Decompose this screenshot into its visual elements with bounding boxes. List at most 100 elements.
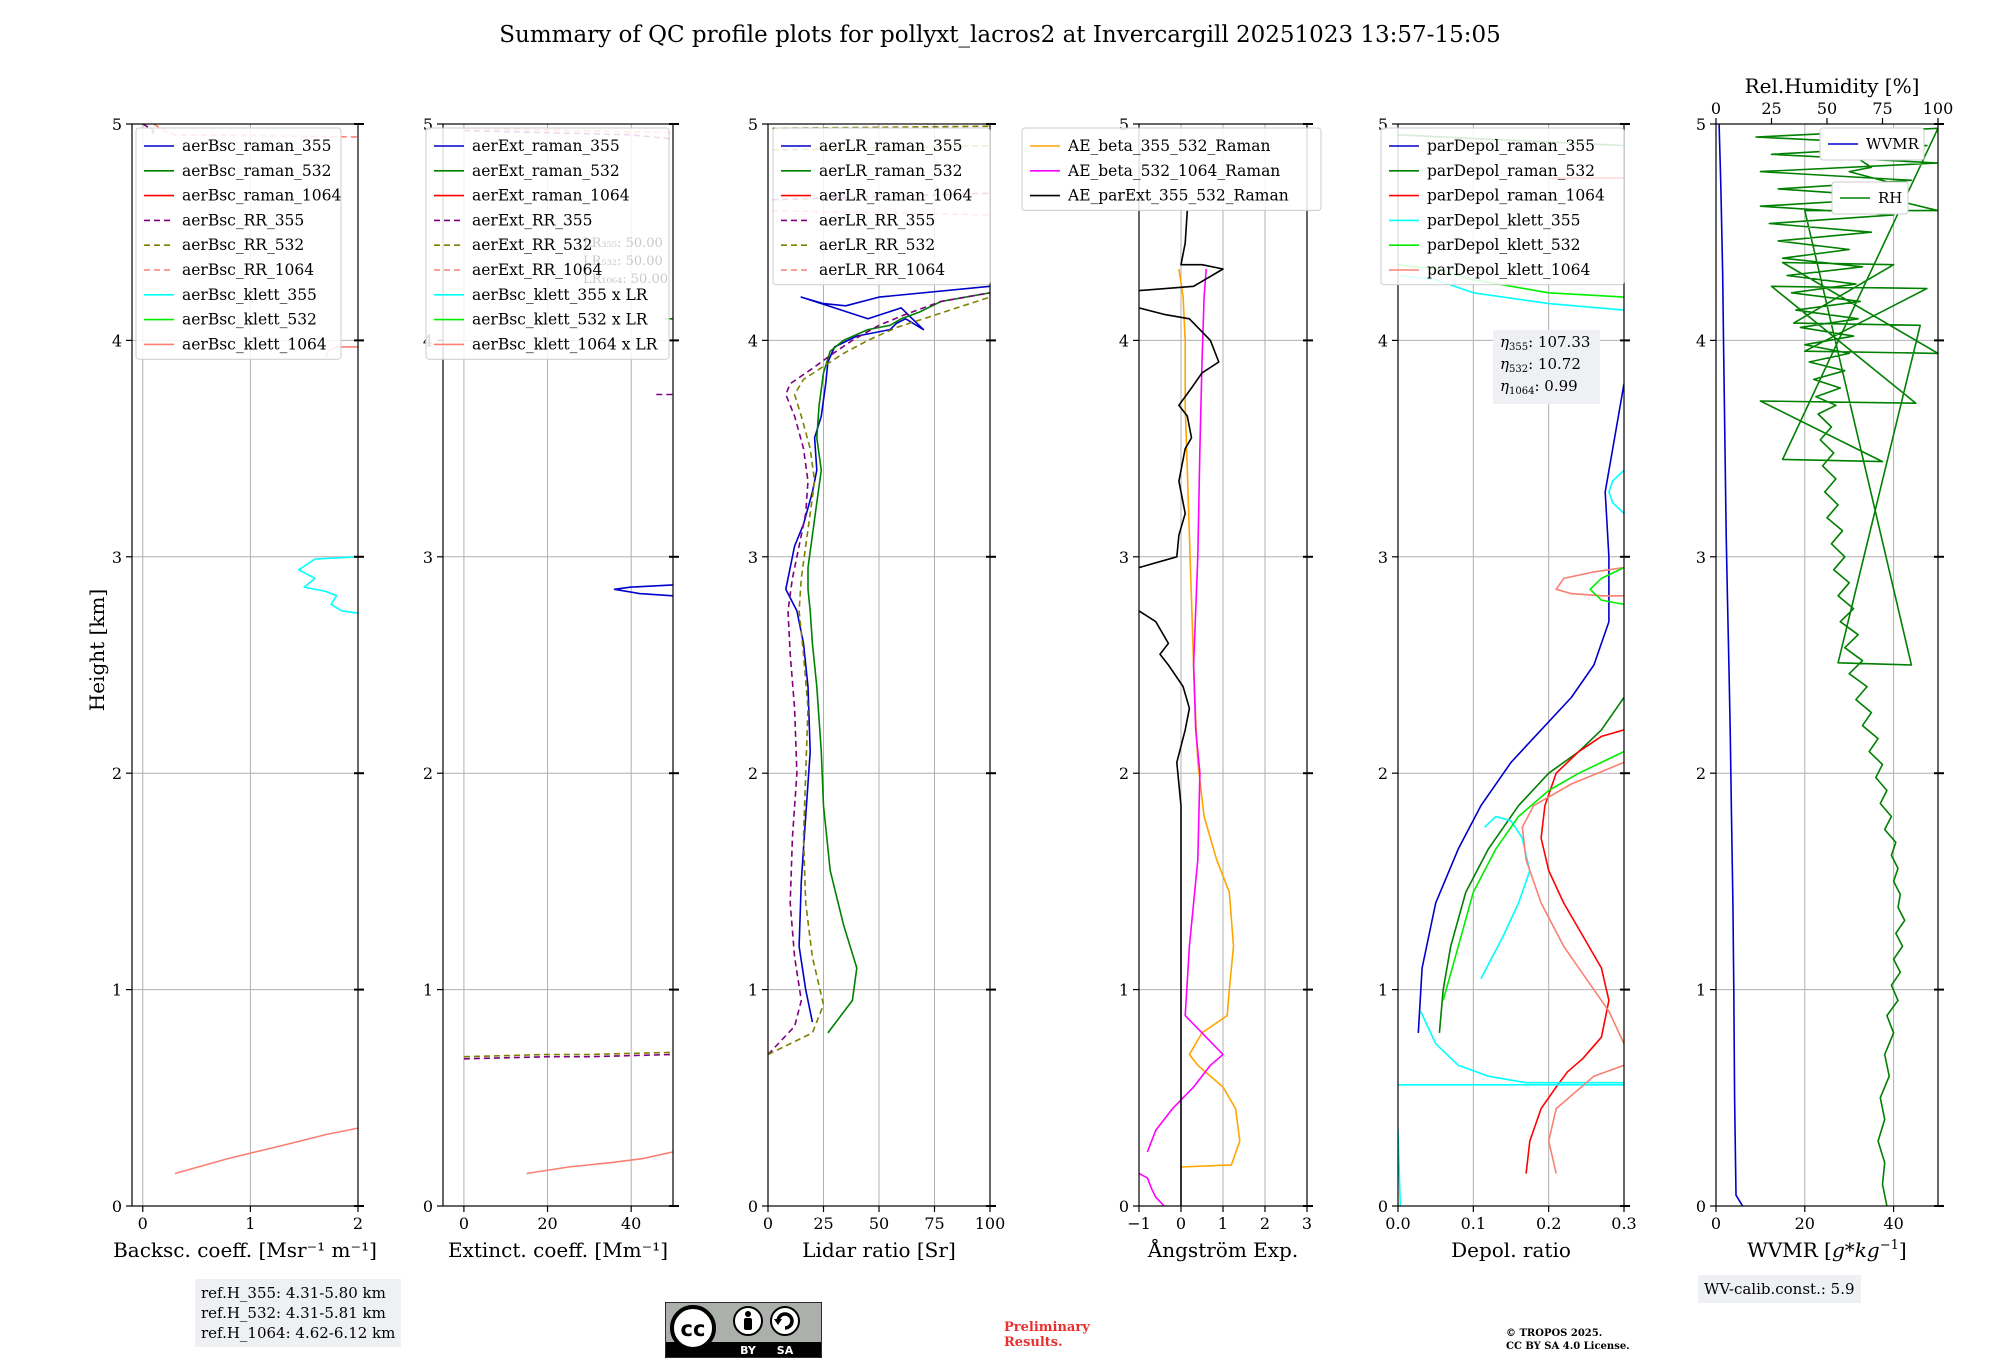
legend-label: aerExt_RR_1064 bbox=[472, 261, 603, 279]
series-line-aerbsc-klett-1064 bbox=[174, 1127, 358, 1175]
eta-1064-value: 0.99 bbox=[1544, 377, 1577, 395]
series-line-pardepol-raman-355 bbox=[1417, 383, 1624, 1033]
by-person-icon bbox=[745, 1311, 751, 1317]
axes-frame bbox=[442, 123, 674, 1207]
legend-label: aerBsc_klett_1064 bbox=[182, 335, 327, 353]
y-tick-label: 4 bbox=[1696, 331, 1706, 350]
series-line-pardepol-klett-532 bbox=[1589, 566, 1624, 606]
legend-label: aerBsc_klett_532 x LR bbox=[472, 311, 649, 329]
legend-label: aerExt_raman_355 bbox=[472, 137, 620, 155]
y-tick-label: 3 bbox=[1378, 548, 1388, 567]
series-line-pardepol-raman-1064 bbox=[1525, 729, 1624, 1174]
legend-label: aerBsc_RR_1064 bbox=[182, 261, 314, 279]
copyright-note: © TROPOS 2025. CC BY SA 4.0 License. bbox=[1506, 1327, 1630, 1353]
series-line-aerlr-raman-355 bbox=[784, 285, 990, 1023]
x-tick-label: 50 bbox=[869, 1214, 889, 1233]
series-group-wv bbox=[1718, 124, 1938, 1206]
x-tick-label: 0 bbox=[459, 1214, 469, 1233]
x-tick-label: 2 bbox=[1260, 1214, 1270, 1233]
eta-box: η355: 107.33 η532: 10.72 η1064: 0.99 bbox=[1493, 330, 1600, 404]
x-tick-label: 2 bbox=[353, 1214, 363, 1233]
legend-label: aerLR_raman_355 bbox=[819, 137, 962, 155]
cc-mark: cc bbox=[681, 1317, 706, 1341]
x-tick-label: 40 bbox=[621, 1214, 641, 1233]
series-line-aerext-rr-355 bbox=[463, 1053, 673, 1060]
sa-label: SA bbox=[777, 1344, 794, 1357]
x-axis-label: Extinct. coeff. [Mm⁻¹] bbox=[448, 1238, 668, 1262]
lr-ghost-532: LR₅₃₂: 50.00 bbox=[583, 254, 663, 269]
series-line-pardepol-klett-1064 bbox=[1555, 566, 1624, 597]
lr-ghost-annotation: LR₃₅₅: 50.00 LR₅₃₂: 50.00 LR₁₀₆₄: 50.00 bbox=[583, 236, 668, 287]
series-line-pardepol-klett-355 bbox=[1419, 1010, 1624, 1084]
legend-label: aerBsc_RR_532 bbox=[182, 236, 304, 254]
panel-lr: 0 25 50 75 100 0 1 2 3 4 5 Lidar ratio [Sr] aerLR_ra… bbox=[748, 115, 1005, 1262]
sa-arrow-icon bbox=[776, 1312, 794, 1330]
by-label: BY bbox=[740, 1344, 757, 1357]
y-tick-label: 2 bbox=[423, 764, 433, 783]
legend-label: aerLR_RR_532 bbox=[819, 236, 935, 254]
series-line-pardepol-klett-1064 bbox=[1521, 761, 1624, 1045]
y-tick-label: 2 bbox=[1378, 764, 1388, 783]
y-tick-label: 1 bbox=[748, 981, 758, 1000]
svg-text:η532: 10.72: η532: 10.72 bbox=[1500, 355, 1581, 375]
eta-355-value: 107.33 bbox=[1538, 333, 1591, 351]
legend-box bbox=[1819, 127, 1925, 161]
axes-frame bbox=[1397, 123, 1625, 1207]
legend-label: aerBsc_klett_355 x LR bbox=[472, 286, 649, 304]
y-tick-label: 1 bbox=[1378, 981, 1388, 1000]
series-line-ae-parext-355-532-raman bbox=[1139, 307, 1220, 569]
y-tick-label: 4 bbox=[1378, 331, 1388, 350]
y-tick-label: 1 bbox=[112, 981, 122, 1000]
x-tick-label: −1 bbox=[1127, 1214, 1151, 1233]
x-tick-label: 0 bbox=[1711, 1214, 1721, 1233]
series-line-aerlr-rr-355 bbox=[768, 292, 990, 1056]
series-line-pardepol-klett-1064 bbox=[1547, 1064, 1624, 1174]
x-tick-label: 3 bbox=[1302, 1214, 1312, 1233]
wv-calib-box: WV-calib.const.: 5.9 bbox=[1698, 1275, 1861, 1303]
legend-label: aerBsc_klett_1064 x LR bbox=[472, 335, 659, 353]
series-line-aerlr-raman-532 bbox=[807, 292, 990, 1034]
x-tick-label: 0.0 bbox=[1385, 1214, 1410, 1233]
x-tick-label: 0 bbox=[1176, 1214, 1186, 1233]
series-group-depol bbox=[1398, 134, 1624, 1206]
x-axis-label: Lidar ratio [Sr] bbox=[802, 1238, 956, 1262]
series-line-aerlr-rr-532 bbox=[772, 125, 990, 130]
lr-ghost-355: LR₃₅₅: 50.00 bbox=[583, 236, 663, 251]
legend-label: WVMR bbox=[1866, 135, 1920, 153]
legend-label: aerBsc_RR_355 bbox=[182, 211, 304, 229]
top-x-tick-label: 0 bbox=[1711, 99, 1721, 118]
series-line-ae-parext-355-532-raman bbox=[1139, 610, 1191, 1206]
y-tick-label: 0 bbox=[112, 1197, 122, 1216]
legend-label: AE_parExt_355_532_Raman bbox=[1067, 187, 1289, 205]
y-tick-label: 2 bbox=[748, 764, 758, 783]
copyright-line-2: CC BY SA 4.0 License. bbox=[1506, 1341, 1630, 1352]
x-tick-label: 1 bbox=[245, 1214, 255, 1233]
panel-ext: 02040012345Extinct. coeff. [Mm⁻¹]aerExt_… bbox=[423, 115, 679, 1262]
legend-box bbox=[135, 127, 342, 360]
x-tick-label: 20 bbox=[537, 1214, 557, 1233]
x-tick-label: 75 bbox=[924, 1214, 944, 1233]
series-line-ae-beta-532-1064-raman bbox=[1146, 268, 1224, 1153]
series-line-pardepol-klett-532 bbox=[1442, 750, 1624, 1001]
legend-box bbox=[1021, 127, 1322, 211]
y-tick-label: 4 bbox=[112, 331, 122, 350]
x-axis-label: Backsc. coeff. [Msr⁻¹ m⁻¹] bbox=[113, 1238, 377, 1262]
y-tick-label: 5 bbox=[423, 115, 433, 134]
y-tick-label: 5 bbox=[1378, 115, 1388, 134]
legend-label: AE_beta_532_1064_Raman bbox=[1067, 162, 1280, 180]
series-line-aerbsc-klett-355 bbox=[297, 556, 358, 614]
y-tick-label: 1 bbox=[423, 981, 433, 1000]
copyright-line-1: © TROPOS 2025. bbox=[1506, 1328, 1603, 1339]
x-tick-label: 20 bbox=[1795, 1214, 1815, 1233]
y-tick-label: 5 bbox=[1696, 115, 1706, 134]
series-line-wvmr bbox=[1718, 124, 1744, 1206]
legend-label: aerLR_RR_1064 bbox=[819, 261, 945, 279]
y-tick-label: 0 bbox=[1378, 1197, 1388, 1216]
x-tick-label: 0 bbox=[138, 1214, 148, 1233]
ref-h-355: ref.H_355: 4.31-5.80 km bbox=[201, 1284, 386, 1302]
series-line-pardepol-klett-355 bbox=[1480, 815, 1531, 980]
top-x-tick-label: 100 bbox=[1923, 99, 1954, 118]
lr-ghost-1064: LR₁₀₆₄: 50.00 bbox=[583, 272, 668, 287]
